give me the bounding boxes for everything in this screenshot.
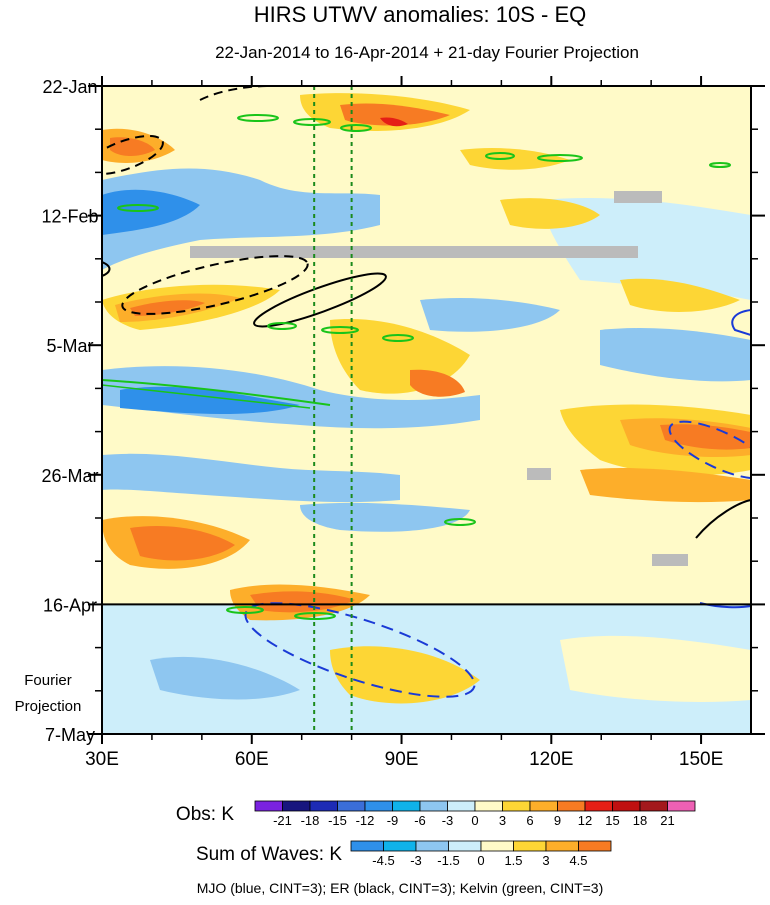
- y-tick-label: 12-Feb: [41, 207, 98, 227]
- obs-colorbar-level-label: -3: [442, 813, 454, 828]
- axes: 30E 60E 90E 120E 150E 22-Jan 12-Feb 5-Mar 26-Mar…: [41, 76, 765, 770]
- obs-colorbar-level-label: 15: [605, 813, 619, 828]
- obs-colorbar: Obs: K -21 -18 -15 -12 -9 -6 -3 0 3 6 9 12 15 18 21: [176, 800, 696, 828]
- obs-colorbar-swatch: [309, 800, 338, 812]
- waves-colorbar-swatch: [480, 840, 514, 852]
- obs-colorbar-swatch: [612, 800, 641, 812]
- obs-colorbar-swatch: [502, 800, 531, 812]
- obs-colorbar-level-label: -9: [387, 813, 399, 828]
- obs-colorbar-swatch: [529, 800, 558, 812]
- obs-colorbar-swatch: [337, 800, 366, 812]
- obs-colorbar-level-label: 21: [660, 813, 674, 828]
- obs-colorbar-swatch: [639, 800, 668, 812]
- waves-colorbar-level-label: -1.5: [437, 853, 459, 868]
- x-tick-label: 90E: [385, 749, 419, 770]
- x-tick-label: 30E: [85, 749, 119, 770]
- y-tick-label: 22-Jan: [42, 77, 97, 97]
- x-tick-label: 150E: [679, 749, 723, 770]
- obs-colorbar-swatch: [584, 800, 613, 812]
- obs-colorbar-level-label: 6: [526, 813, 533, 828]
- obs-colorbar-level-label: 18: [633, 813, 647, 828]
- obs-colorbar-swatch: [474, 800, 503, 812]
- obs-colorbar-swatch: [364, 800, 393, 812]
- y-tick-label: 5-Mar: [46, 336, 93, 356]
- obs-colorbar-level-label: -12: [356, 813, 375, 828]
- waves-colorbar-swatch: [383, 840, 417, 852]
- obs-colorbar-label: Obs: K: [176, 804, 234, 825]
- waves-colorbar-level-label: 1.5: [504, 853, 522, 868]
- plot-frame: [101, 85, 752, 735]
- waves-colorbar-label: Sum of Waves: K: [196, 844, 342, 865]
- waves-colorbar-swatch: [448, 840, 482, 852]
- waves-colorbar-swatch: [578, 840, 612, 852]
- reference-longitude-lines: [313, 86, 353, 734]
- obs-colorbar-level-label: 12: [578, 813, 592, 828]
- obs-colorbar-level-label: 9: [554, 813, 561, 828]
- obs-colorbar-level-label: -18: [301, 813, 320, 828]
- obs-colorbar-swatch: [557, 800, 586, 812]
- obs-colorbar-level-label: -6: [414, 813, 426, 828]
- obs-colorbar-swatch: [282, 800, 311, 812]
- obs-colorbar-swatch: [254, 800, 283, 812]
- projection-label-line1: Fourier: [24, 672, 72, 689]
- chart-subtitle: 22-Jan-2014 to 16-Apr-2014 + 21-day Four…: [215, 43, 639, 62]
- x-tick-label: 120E: [529, 749, 573, 770]
- waves-colorbar-level-label: 3: [542, 853, 549, 868]
- projection-label-line2: Projection: [15, 698, 82, 715]
- obs-colorbar-level-label: -21: [273, 813, 292, 828]
- waves-colorbar-level-label: 0: [477, 853, 484, 868]
- waves-colorbar-level-label: -3: [410, 853, 422, 868]
- waves-colorbar-swatch: [415, 840, 449, 852]
- chart-title: HIRS UTWV anomalies: 10S - EQ: [254, 2, 587, 27]
- contour-legend: MJO (blue, CINT=3); ER (black, CINT=3); …: [197, 880, 604, 896]
- obs-colorbar-swatch: [392, 800, 421, 812]
- obs-colorbar-level-label: -15: [328, 813, 347, 828]
- obs-colorbar-level-label: 3: [499, 813, 506, 828]
- waves-colorbar-level-label: 4.5: [569, 853, 587, 868]
- obs-colorbar-swatch: [447, 800, 476, 812]
- obs-colorbar-swatch: [419, 800, 448, 812]
- anomaly-field: [102, 86, 751, 734]
- obs-colorbar-level-label: 0: [471, 813, 478, 828]
- waves-colorbar-swatch: [350, 840, 384, 852]
- waves-colorbar-level-label: -4.5: [372, 853, 394, 868]
- y-tick-label: 26-Mar: [41, 466, 98, 486]
- waves-colorbar: Sum of Waves: K -4.5 -3 -1.5 0 1.5 3 4.5: [196, 840, 612, 868]
- waves-colorbar-swatch: [513, 840, 547, 852]
- y-tick-label: 16-Apr: [43, 595, 97, 615]
- waves-colorbar-swatch: [545, 840, 579, 852]
- obs-colorbar-swatch: [667, 800, 696, 812]
- x-tick-label: 60E: [235, 749, 269, 770]
- y-tick-label: 7-May: [45, 725, 95, 745]
